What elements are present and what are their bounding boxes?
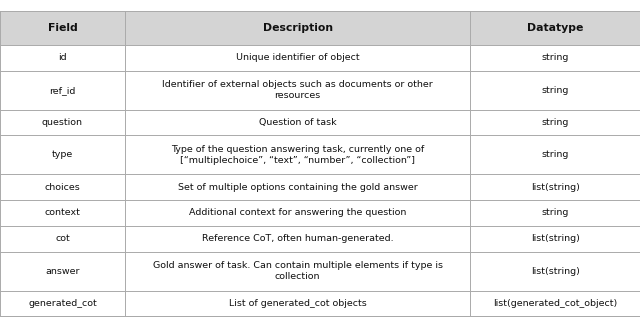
- Bar: [0, 174, 640, 200]
- Text: context: context: [44, 209, 81, 218]
- Text: Gold answer of task. Can contain multiple elements if type is
collection: Gold answer of task. Can contain multipl…: [152, 261, 443, 281]
- Text: answer: answer: [45, 267, 79, 276]
- Text: type: type: [52, 150, 73, 159]
- Bar: [0, 291, 640, 316]
- Text: Question of task: Question of task: [259, 118, 337, 127]
- Text: Reference CoT, often human-generated.: Reference CoT, often human-generated.: [202, 234, 394, 243]
- Text: string: string: [541, 53, 569, 62]
- Text: list(string): list(string): [531, 183, 580, 192]
- Text: generated_cot: generated_cot: [28, 299, 97, 308]
- Text: list(generated_cot_object): list(generated_cot_object): [493, 299, 618, 308]
- Bar: [0, 11, 640, 45]
- Text: string: string: [541, 209, 569, 218]
- Bar: [0, 109, 640, 135]
- Text: Unique identifier of object: Unique identifier of object: [236, 53, 360, 62]
- Text: Field: Field: [47, 23, 77, 33]
- Text: id: id: [58, 53, 67, 62]
- Bar: [0, 200, 640, 226]
- Bar: [0, 226, 640, 252]
- Text: Identifier of external objects such as documents or other
resources: Identifier of external objects such as d…: [162, 80, 433, 100]
- Text: string: string: [541, 118, 569, 127]
- Text: Description: Description: [262, 23, 333, 33]
- Text: Set of multiple options containing the gold answer: Set of multiple options containing the g…: [178, 183, 417, 192]
- Bar: [0, 135, 640, 174]
- Text: choices: choices: [45, 183, 80, 192]
- Bar: [0, 252, 640, 291]
- Text: Type of the question answering task, currently one of
[“multiplechoice”, “text”,: Type of the question answering task, cur…: [171, 145, 424, 165]
- Text: question: question: [42, 118, 83, 127]
- Text: Datatype: Datatype: [527, 23, 584, 33]
- Bar: [0, 71, 640, 109]
- Text: Additional context for answering the question: Additional context for answering the que…: [189, 209, 406, 218]
- Text: list(string): list(string): [531, 234, 580, 243]
- Text: string: string: [541, 150, 569, 159]
- Text: list(string): list(string): [531, 267, 580, 276]
- Text: string: string: [541, 86, 569, 95]
- Text: cot: cot: [55, 234, 70, 243]
- Text: List of generated_cot objects: List of generated_cot objects: [228, 299, 367, 308]
- Text: ref_id: ref_id: [49, 86, 76, 95]
- Bar: [0, 45, 640, 71]
